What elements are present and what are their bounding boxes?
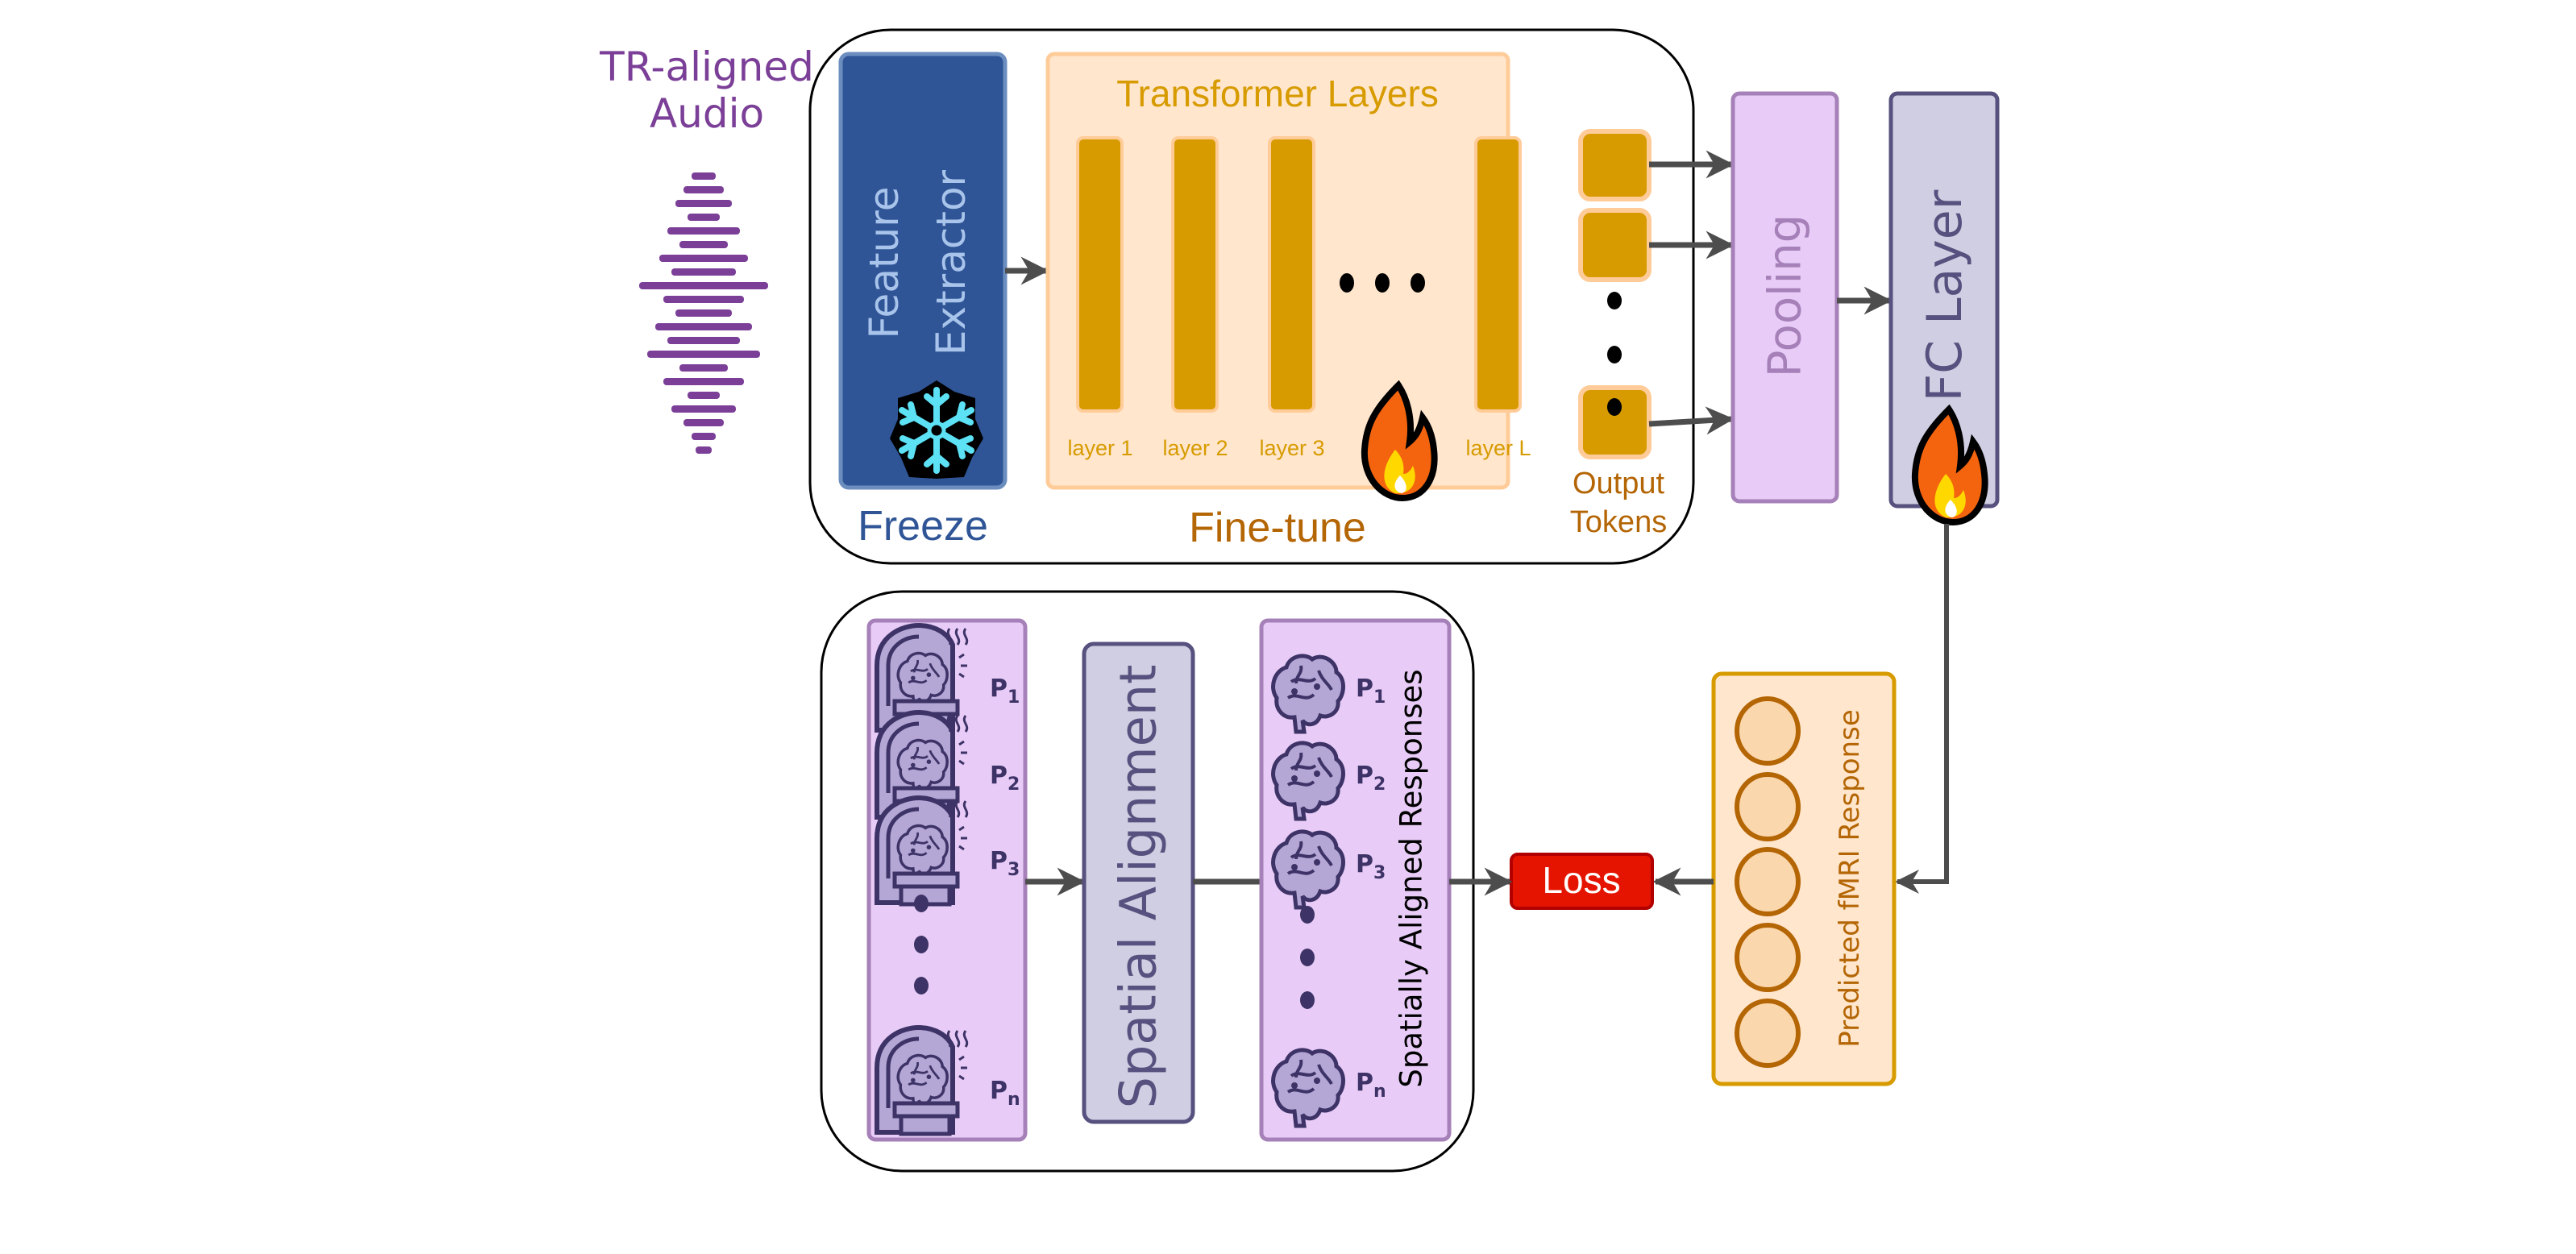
waveform-bar	[683, 186, 724, 193]
ellipsis-dot	[914, 977, 929, 994]
feature-extractor-label-line2: Extractor	[928, 169, 974, 355]
output-token	[1578, 385, 1652, 459]
transformer-layers: layer 1 layer 2 layer 3 layer L	[1067, 136, 1531, 460]
ellipsis-dot	[914, 895, 929, 912]
participant-label: P3	[1356, 850, 1386, 883]
participant-label: Pn	[990, 1077, 1020, 1110]
predicted-voxels	[1735, 696, 1801, 1068]
waveform-bar	[696, 446, 712, 454]
layer-label: layer 3	[1259, 436, 1324, 460]
waveform-bar	[663, 296, 744, 303]
layer-bar	[1171, 136, 1219, 413]
participant-label: P2	[990, 762, 1020, 795]
voxel-circle	[1735, 772, 1801, 841]
waveform-bar	[671, 405, 736, 413]
output-tokens	[1578, 129, 1652, 459]
layer-label: layer 2	[1162, 436, 1228, 460]
aligned-responses-label: Spatially Aligned Responses	[1394, 669, 1429, 1087]
audio-title-line1: TR-aligned	[599, 44, 814, 90]
waveform-bar	[671, 268, 736, 276]
participant-label: Pn	[1356, 1069, 1386, 1102]
freeze-label: Freeze	[858, 503, 988, 550]
arrow-fc-to-prediction	[1895, 524, 1949, 894]
participant-label: P2	[1356, 762, 1386, 795]
pooling-label: Pooling	[1760, 214, 1812, 377]
ellipsis-dot	[1300, 991, 1315, 1009]
ellipsis-dot	[1300, 906, 1315, 924]
output-token	[1578, 129, 1652, 201]
waveform-bar	[679, 241, 728, 248]
ellipsis-dots	[1340, 273, 1425, 293]
aligned-brains: P1 P2 P3 Pn	[1273, 656, 1386, 1126]
waveform-bar	[688, 214, 720, 221]
waveform-bar	[639, 282, 768, 289]
waveform-bar	[683, 419, 724, 426]
finetune-label: Fine-tune	[1189, 505, 1366, 551]
feature-extractor-label-line1: Feature	[861, 187, 908, 339]
voxel-circle	[1735, 847, 1801, 916]
loss-label: Loss	[1542, 859, 1620, 901]
voxel-circle	[1735, 696, 1801, 766]
voxel-circle	[1735, 923, 1801, 992]
waveform-icon	[639, 172, 768, 454]
waveform-bar	[692, 433, 716, 440]
output-token	[1578, 208, 1652, 282]
layer-label: layer 1	[1067, 436, 1132, 460]
participant-label: P1	[990, 675, 1020, 708]
waveform-bar	[667, 227, 740, 235]
ellipsis-dot	[1300, 949, 1315, 966]
token-arrows	[1648, 150, 1735, 435]
layer-label: layer L	[1465, 436, 1531, 460]
predicted-response-label: Predicted fMRI Response	[1834, 709, 1866, 1047]
waveform-bar	[647, 351, 760, 358]
layer-bar	[1076, 136, 1124, 413]
pooling-block	[1730, 91, 1839, 504]
waveform-bar	[675, 200, 732, 207]
participant-scans: P1 P2 P3 Pn	[877, 625, 1020, 1134]
layer-bar	[1268, 136, 1315, 413]
participant-label: P3	[990, 847, 1020, 880]
fc-layer-label: FC Layer	[1917, 189, 1973, 401]
layer-bar	[1474, 136, 1522, 413]
output-tokens-label-line1: Output	[1573, 467, 1665, 500]
waveform-bar	[692, 172, 716, 180]
waveform-bar	[655, 323, 752, 330]
voxel-circle	[1735, 999, 1801, 1068]
waveform-bar	[663, 378, 744, 385]
mri-scanner-icon	[877, 798, 967, 904]
waveform-bar	[675, 309, 732, 317]
participant-label: P1	[1356, 675, 1386, 708]
waveform-bar	[659, 255, 748, 262]
waveform-bar	[679, 364, 728, 372]
transformer-title: Transformer Layers	[1116, 73, 1439, 114]
ellipsis-dot	[914, 936, 929, 953]
mri-scanner-icon	[877, 1028, 967, 1134]
audio-title-line2: Audio	[650, 90, 764, 137]
output-tokens-label-line2: Tokens	[1570, 505, 1667, 539]
spatial-alignment-label: Spatial Alignment	[1109, 665, 1168, 1109]
waveform-bar	[667, 337, 740, 344]
waveform-bar	[688, 392, 720, 399]
